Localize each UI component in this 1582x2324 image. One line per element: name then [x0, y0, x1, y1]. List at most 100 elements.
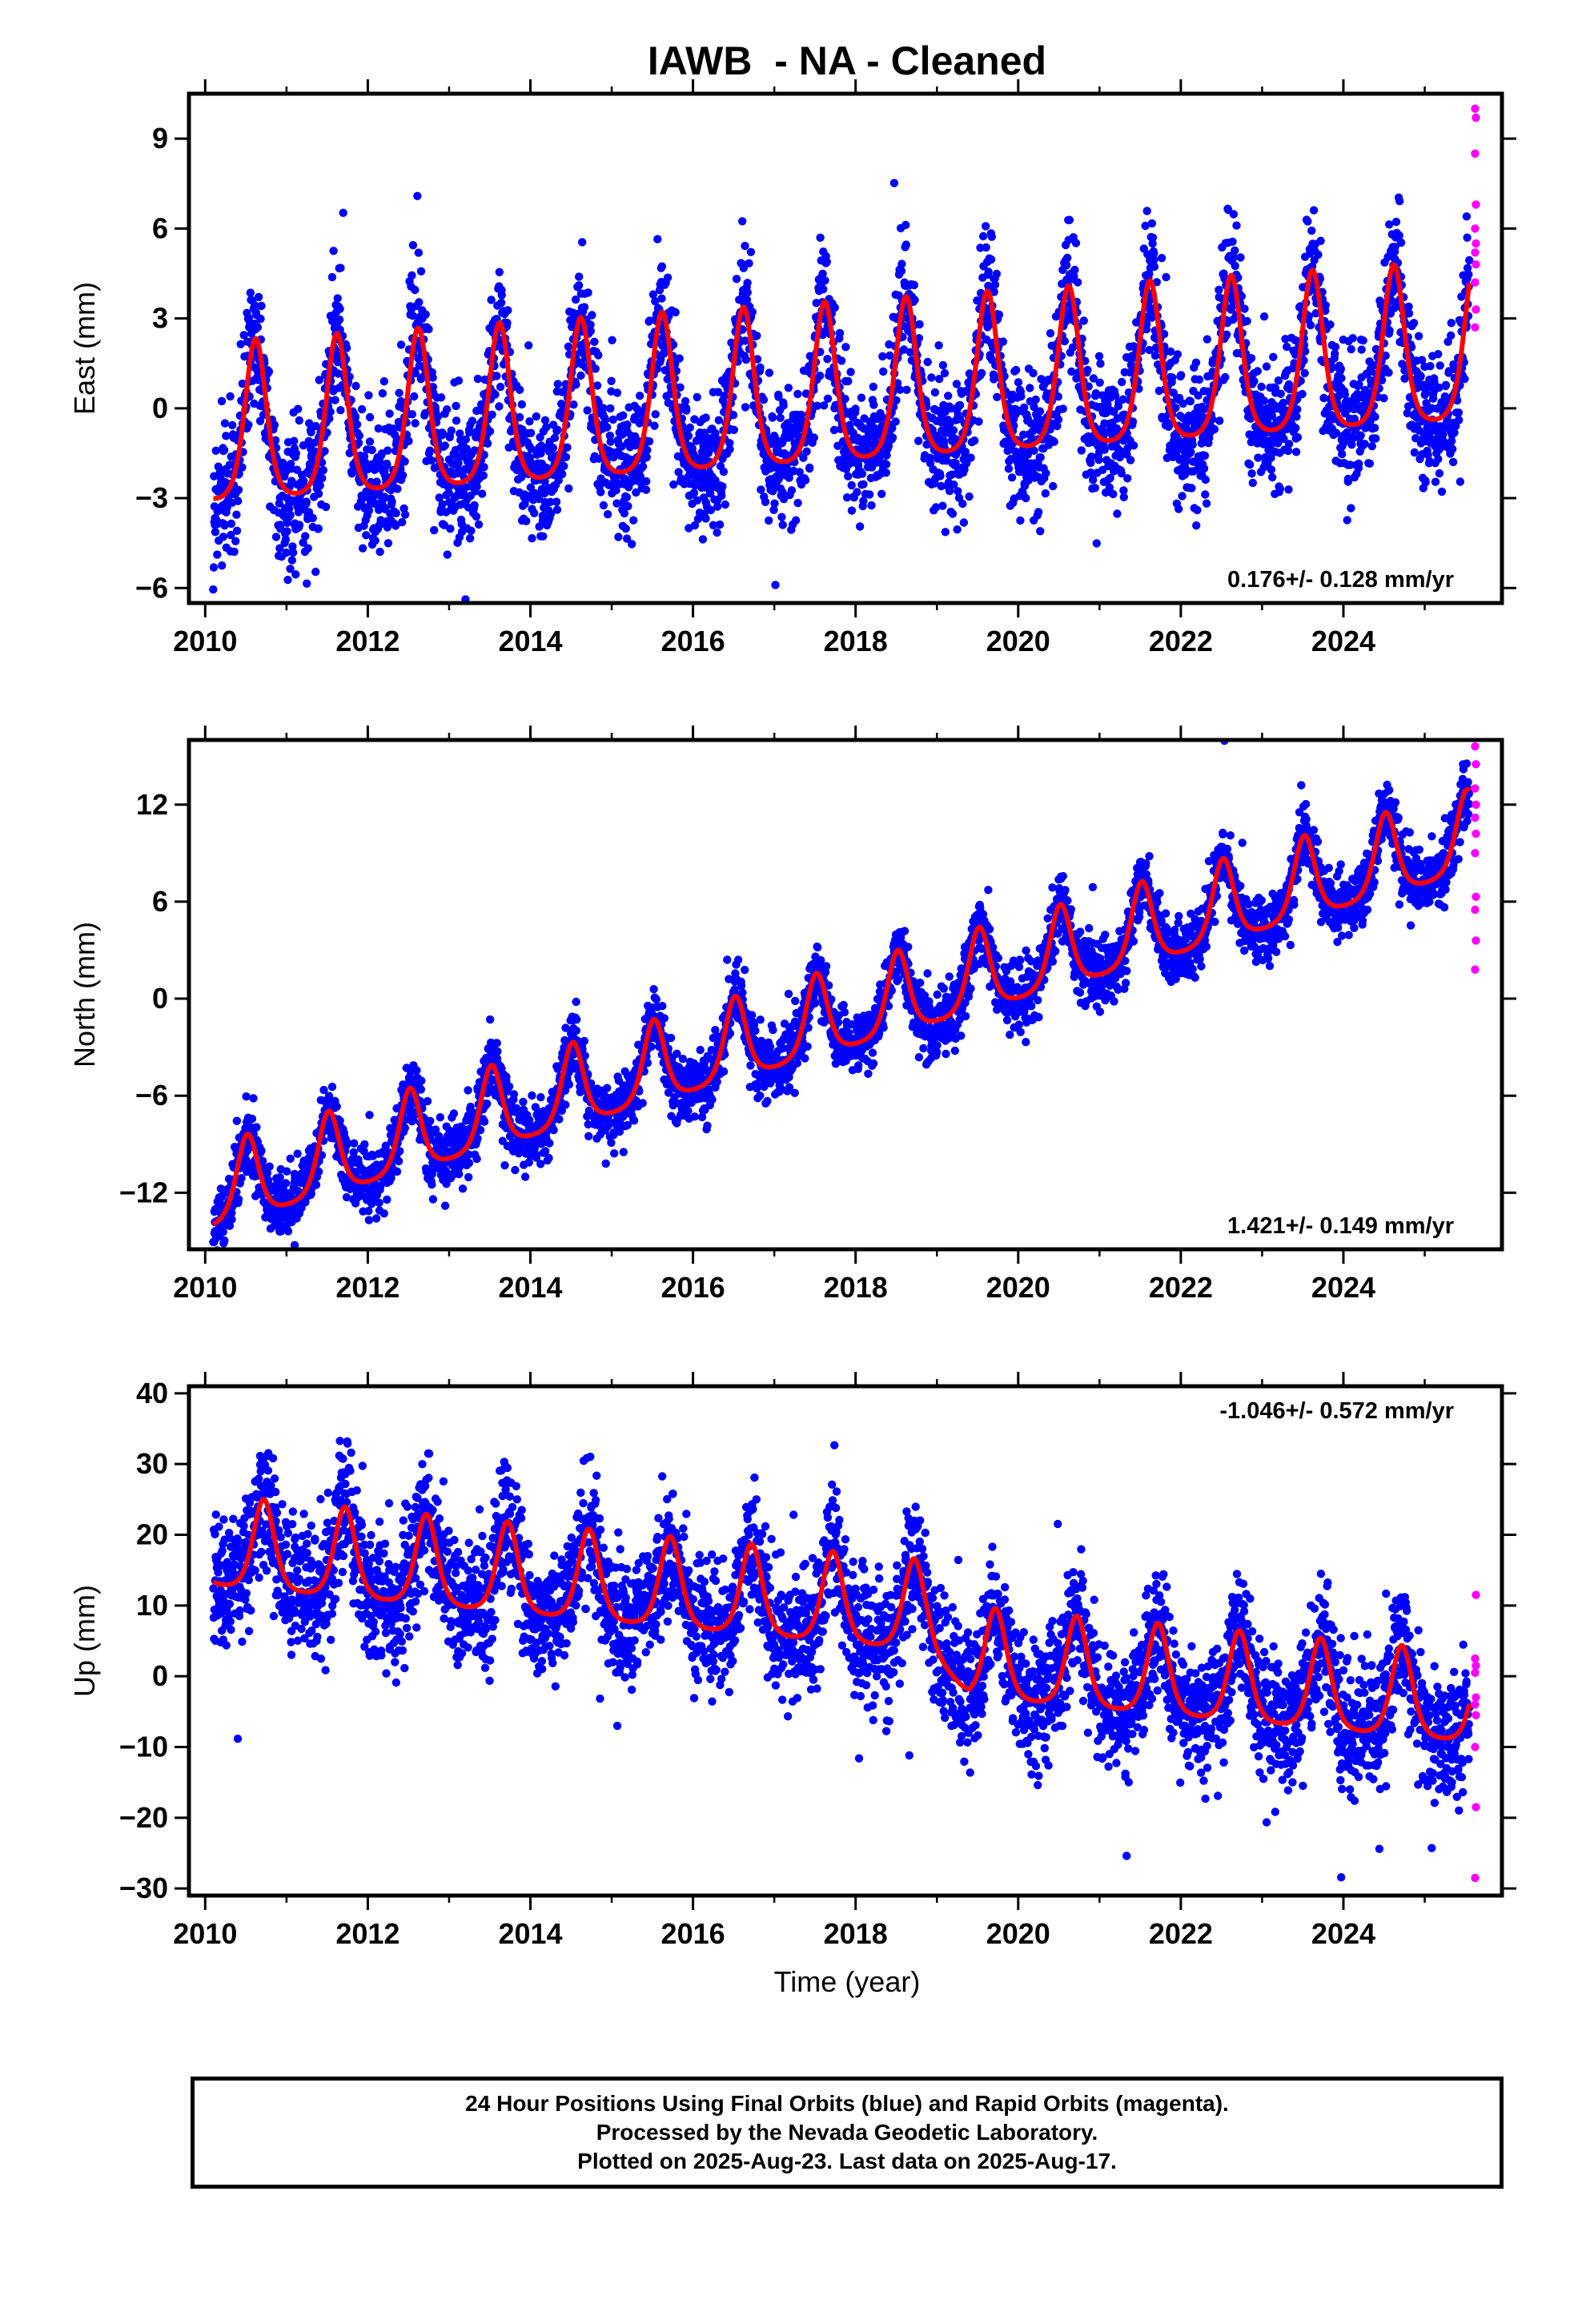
final-orbit-point	[1067, 367, 1076, 376]
final-orbit-point	[1036, 453, 1045, 462]
final-orbit-point	[345, 448, 354, 457]
final-orbit-point	[378, 389, 387, 398]
final-orbit-point	[421, 310, 430, 319]
rapid-orbit-point	[1472, 260, 1480, 269]
final-orbit-point	[315, 376, 323, 384]
final-orbit-point	[816, 233, 825, 242]
final-orbit-point	[497, 298, 506, 308]
final-orbit-point	[1177, 371, 1186, 380]
final-orbit-point	[1054, 415, 1063, 424]
final-orbit-point	[729, 411, 738, 420]
final-orbit-point	[847, 480, 856, 490]
final-orbit-point	[314, 489, 323, 498]
final-orbit-point	[622, 493, 631, 502]
final-orbit-point	[614, 533, 623, 541]
final-orbit-point	[1050, 437, 1058, 446]
final-orbit-point	[488, 410, 496, 419]
final-orbit-point	[283, 1227, 293, 1236]
final-orbit-point	[393, 485, 402, 493]
final-orbit-point	[254, 376, 263, 384]
final-orbit-point	[327, 272, 337, 282]
final-orbit-point	[909, 280, 919, 290]
final-orbit-point	[1460, 375, 1469, 384]
final-orbit-point	[1034, 508, 1043, 517]
rapid-orbit-point	[1471, 278, 1480, 287]
final-orbit-point	[1268, 472, 1277, 482]
final-orbit-point	[336, 406, 345, 415]
final-orbit-point	[311, 421, 320, 431]
x-tick-label: 2012	[335, 625, 400, 657]
final-orbit-point	[897, 259, 906, 268]
final-orbit-point	[1448, 444, 1457, 453]
final-orbit-point	[232, 510, 241, 519]
final-orbit-point	[1095, 378, 1104, 387]
final-orbit-point	[530, 509, 539, 517]
final-orbit-point	[1229, 210, 1239, 219]
final-orbit-point	[1348, 334, 1357, 343]
final-orbit-point	[953, 525, 962, 534]
final-orbit-point	[231, 537, 240, 545]
final-orbit-point	[940, 368, 950, 378]
final-orbit-point	[537, 441, 546, 450]
final-orbit-point	[442, 508, 451, 517]
final-orbit-point	[608, 336, 616, 344]
final-orbit-point	[939, 436, 949, 445]
final-orbit-point	[949, 426, 958, 435]
final-orbit-point	[636, 392, 644, 400]
x-tick-label: 2010	[173, 625, 237, 657]
final-orbit-point	[701, 413, 710, 422]
final-orbit-point	[802, 447, 811, 456]
final-orbit-point	[305, 419, 314, 428]
final-orbit-point	[1360, 440, 1369, 448]
final-orbit-point	[364, 391, 373, 400]
final-orbit-point	[532, 412, 540, 421]
final-orbit-point	[948, 509, 958, 518]
final-orbit-point	[1321, 301, 1331, 310]
final-orbit-point	[869, 400, 878, 409]
final-orbit-point	[1178, 492, 1186, 501]
final-orbit-point	[332, 1102, 341, 1112]
final-orbit-point	[823, 394, 833, 403]
rapid-orbit-point	[1472, 200, 1480, 209]
final-orbit-point	[563, 443, 572, 452]
final-orbit-point	[1147, 219, 1157, 228]
final-orbit-point	[497, 291, 506, 300]
final-orbit-point	[910, 296, 919, 304]
final-orbit-point	[651, 410, 660, 419]
final-orbit-point	[216, 485, 226, 494]
final-orbit-point	[612, 499, 621, 508]
final-orbit-point	[232, 1116, 242, 1125]
final-orbit-point	[1439, 430, 1447, 440]
final-orbit-point	[477, 402, 487, 412]
final-orbit-point	[1126, 456, 1135, 464]
final-orbit-point	[1437, 487, 1447, 497]
final-orbit-point	[759, 396, 769, 404]
final-orbit-point	[994, 310, 1004, 320]
final-orbit-point	[1462, 212, 1472, 221]
final-orbit-point	[982, 243, 990, 252]
final-orbit-point	[1054, 392, 1063, 401]
final-orbit-point	[1148, 233, 1158, 242]
final-orbit-point	[220, 521, 229, 530]
final-orbit-point	[564, 484, 573, 493]
final-orbit-point	[351, 412, 360, 421]
final-orbit-point	[923, 357, 932, 367]
final-orbit-point	[927, 373, 936, 382]
final-orbit-point	[987, 232, 997, 241]
final-orbit-point	[612, 486, 620, 495]
final-orbit-point	[1142, 207, 1151, 215]
final-orbit-point	[1395, 197, 1404, 206]
final-orbit-point	[1062, 261, 1071, 270]
final-orbit-point	[293, 1149, 302, 1158]
final-orbit-point	[965, 492, 974, 501]
final-orbit-point	[564, 342, 573, 351]
final-orbit-point	[715, 520, 725, 529]
final-orbit-point	[1221, 372, 1230, 382]
final-orbit-point	[984, 267, 993, 276]
final-orbit-point	[1259, 312, 1269, 321]
final-orbit-point	[281, 1179, 291, 1188]
final-orbit-point	[571, 295, 580, 304]
final-orbit-point	[553, 380, 562, 388]
final-orbit-point	[592, 381, 602, 390]
